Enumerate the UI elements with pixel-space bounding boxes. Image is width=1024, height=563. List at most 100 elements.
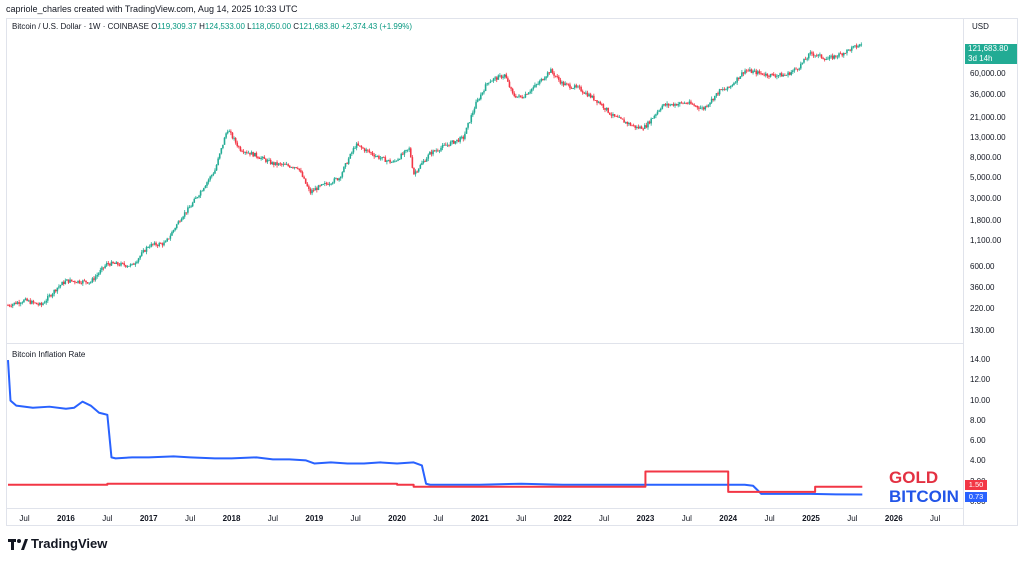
candle-body xyxy=(780,73,783,77)
candle-body xyxy=(757,71,759,75)
indicator-tick-label: 4.00 xyxy=(970,456,986,466)
candle-body xyxy=(196,197,199,198)
candle-body xyxy=(253,152,256,157)
candle-body xyxy=(588,94,590,97)
candle-body xyxy=(241,150,243,152)
indicator-tick-label: 8.00 xyxy=(970,415,986,425)
candle-body xyxy=(257,156,259,159)
candle-body xyxy=(74,281,76,283)
indicator-tick-label: 6.00 xyxy=(970,436,986,446)
candle-body xyxy=(166,238,168,242)
pane-divider[interactable] xyxy=(6,343,964,344)
candle-body xyxy=(82,280,84,284)
candle-body xyxy=(433,150,436,152)
candle-body xyxy=(118,264,121,266)
candle-body xyxy=(782,74,785,77)
candle-body xyxy=(78,280,81,284)
candle-body xyxy=(752,71,754,73)
candle-body xyxy=(429,152,431,155)
candle-body xyxy=(223,137,226,145)
candle-body xyxy=(54,289,57,292)
candle-body xyxy=(11,304,14,307)
candle-body xyxy=(457,139,460,142)
candle-body xyxy=(16,302,19,305)
time-tick-label: Jul xyxy=(930,514,941,523)
candle-body xyxy=(171,231,173,236)
candle-body xyxy=(825,59,828,60)
candle-body xyxy=(487,82,490,84)
candle-body xyxy=(217,158,219,166)
time-tick-label: Jul xyxy=(681,514,692,523)
candle-body xyxy=(720,89,723,91)
candle-body xyxy=(19,303,22,304)
btc-value-badge: 0.73 xyxy=(965,491,987,502)
candle-body xyxy=(148,246,151,248)
candle-body xyxy=(636,126,638,128)
candle-body xyxy=(72,281,75,282)
candle-body xyxy=(174,228,176,231)
candle-body xyxy=(473,108,476,113)
candle-body xyxy=(327,183,329,185)
candle-body xyxy=(266,160,269,162)
candle-body xyxy=(803,58,805,63)
candle-body xyxy=(828,56,831,59)
candle-body xyxy=(177,221,180,225)
candle-body xyxy=(180,218,183,222)
candle-body xyxy=(218,153,221,159)
candle-body xyxy=(736,77,738,83)
candle-body xyxy=(601,104,603,105)
candle-body xyxy=(204,185,207,189)
candle-body xyxy=(674,104,676,106)
candle-body xyxy=(317,185,320,190)
candle-body xyxy=(311,190,313,194)
candle-body xyxy=(282,164,285,165)
candle-body xyxy=(715,93,718,96)
tradingview-logo-icon[interactable] xyxy=(8,538,28,556)
currency-label[interactable]: USD xyxy=(972,22,989,31)
candle-body xyxy=(577,86,579,88)
candle-body xyxy=(245,152,248,153)
candle-body xyxy=(296,168,299,169)
candle-body xyxy=(567,83,570,85)
candle-body xyxy=(516,96,519,98)
candle-body xyxy=(261,156,264,158)
candle-body xyxy=(750,69,753,73)
candle-body xyxy=(128,265,130,267)
indicator-title[interactable]: Bitcoin Inflation Rate xyxy=(12,350,86,359)
indicator-tick-label: 10.00 xyxy=(970,395,991,405)
candle-body xyxy=(744,70,746,74)
candle-body xyxy=(295,167,297,169)
candle-body xyxy=(709,102,711,105)
candle-body xyxy=(749,69,751,71)
candle-body xyxy=(43,302,46,304)
candle-body xyxy=(293,167,296,168)
candle-body xyxy=(408,148,410,150)
candle-body xyxy=(75,282,78,284)
candle-body xyxy=(376,155,379,157)
candle-body xyxy=(850,47,853,51)
candle-body xyxy=(288,165,291,168)
candle-body xyxy=(626,121,629,125)
candle-body xyxy=(193,198,196,203)
candle-body xyxy=(685,102,687,104)
candle-body xyxy=(260,157,262,159)
candle-body xyxy=(827,58,829,60)
low-label: L xyxy=(247,22,252,31)
candle-body xyxy=(220,148,223,154)
candle-body xyxy=(561,81,563,84)
candle-body xyxy=(565,83,568,85)
candle-body xyxy=(792,70,794,72)
tradingview-wordmark[interactable]: TradingView xyxy=(31,536,108,551)
candle-body xyxy=(733,83,735,86)
candle-body xyxy=(704,106,707,110)
candle-body xyxy=(831,55,834,59)
candle-body xyxy=(460,136,463,138)
candle-body xyxy=(344,163,347,167)
candle-body xyxy=(35,302,38,305)
candle-body xyxy=(596,100,598,103)
candle-body xyxy=(136,261,138,264)
time-tick-label: 2022 xyxy=(553,514,572,523)
candle-body xyxy=(346,163,348,165)
candle-body xyxy=(591,95,594,98)
